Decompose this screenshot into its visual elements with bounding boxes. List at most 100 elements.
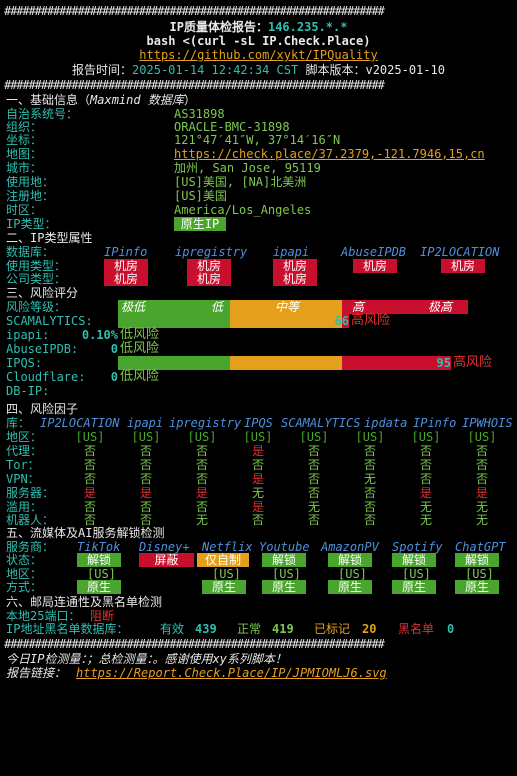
factor-value: 否 — [475, 444, 488, 458]
method-badge: 原生 — [455, 580, 499, 594]
normal-count: 419 — [272, 622, 294, 636]
usage-type-badge: 机房 — [353, 259, 397, 273]
region-value: [US] — [402, 567, 431, 581]
title-ip: 146.235.*.* — [267, 20, 348, 34]
factor-value: 否 — [251, 513, 264, 527]
factor-value: 否 — [307, 444, 320, 458]
factor-db-scamalytics: SCAMALYTICS — [281, 416, 361, 430]
factor-value: 无 — [251, 486, 264, 500]
service-netflix: Netflix — [202, 540, 253, 554]
status-badge: 解锁 — [392, 553, 436, 567]
factor-db-label: 库： — [6, 416, 31, 430]
factor-value: 否 — [83, 513, 96, 527]
command-text: bash <(curl -sL IP.Check.Place) — [146, 34, 371, 48]
service-spotify: Spotify — [392, 540, 443, 554]
report-time-label: 报告时间： — [72, 63, 133, 77]
org-value: ORACLE-BMC-31898 — [174, 120, 290, 134]
factor-value: [US] — [75, 430, 105, 444]
separator-line: ########################################… — [4, 78, 385, 92]
footer-summary: 今日IP检测量：；总检测量：。感谢使用xy系列脚本！ — [6, 652, 287, 666]
repo-link[interactable]: https://github.com/xykt/IPQuality — [139, 48, 378, 62]
factor-value: [US] — [131, 430, 161, 444]
factor-value: 否 — [363, 458, 376, 472]
factor-row: 机器人： 否 否 无 否 否 否 无 无 — [0, 513, 517, 527]
separator-line: ########################################… — [4, 4, 385, 18]
factor-value: 无 — [419, 513, 432, 527]
risk-score-value: 0 — [110, 342, 118, 356]
factor-row: 服务器： 是 是 是 无 否 否 是 是 — [0, 486, 517, 500]
streaming-region-row: 地区： [US] [US] [US] [US] [US] [US] — [0, 567, 517, 581]
org-label: 组织： — [6, 120, 43, 134]
factor-value: 是 — [83, 486, 96, 500]
factor-db-ip2location: IP2LOCATION — [40, 416, 120, 430]
factor-value: 否 — [195, 444, 208, 458]
db-ip2location: IP2LOCATION — [420, 245, 500, 259]
map-label: 地图： — [6, 147, 43, 161]
factor-value: 是 — [251, 472, 264, 486]
factor-value: [US] — [187, 430, 217, 444]
marked-label: 已标记 — [314, 622, 351, 636]
db-ipregistry: ipregistry — [175, 245, 248, 259]
section-factors-heading: 四、风险因子 — [6, 402, 79, 416]
report-link[interactable]: https://Report.Check.Place/IP/JPMIOMLJ6.… — [76, 666, 387, 680]
factor-label: 地区： — [6, 430, 43, 444]
factor-value: 否 — [307, 513, 320, 527]
scale-medium: 中等 — [275, 300, 300, 314]
title-prefix: IP质量体检报告： — [169, 20, 268, 34]
company-type-label: 公司类型： — [6, 272, 67, 286]
usage-type-label: 使用类型： — [6, 259, 67, 273]
region-value: [US] — [212, 567, 241, 581]
coords-label: 坐标： — [6, 133, 43, 147]
ip-type-label: IP类型： — [6, 217, 57, 231]
script-version: v2025-01-10 — [365, 63, 445, 77]
factor-value: 否 — [139, 444, 152, 458]
factor-value: 否 — [363, 513, 376, 527]
scale-high: 高 — [352, 300, 365, 314]
report-time: 2025-01-14 12:42:34 CST — [132, 63, 299, 77]
ip-type-badge: 原生IP — [174, 217, 226, 231]
factor-value: 否 — [139, 472, 152, 486]
port25-value: 阻断 — [90, 609, 115, 623]
separator-line: ########################################… — [4, 637, 385, 651]
status-badge: 仅自制 — [197, 553, 249, 567]
factor-db-ipinfo: IPinfo — [413, 416, 457, 430]
terminal-window: ########################################… — [0, 4, 517, 680]
factor-db-ipregistry: ipregistry — [169, 416, 242, 430]
status-badge: 解锁 — [328, 553, 372, 567]
factor-value: 无 — [475, 513, 488, 527]
map-link[interactable]: https://check.place/37.2379,-121.7946,15… — [174, 147, 485, 161]
risk-score-row: ipapi: 0.10% 低风险 — [0, 328, 517, 343]
risk-score-row: Cloudflare: 0 低风险 — [0, 370, 517, 385]
blacklisted-count: 0 — [447, 622, 455, 636]
scale-very-low: 极低 — [121, 300, 146, 314]
factor-row: 代理： 否 否 否 是 否 否 否 否 — [0, 444, 517, 458]
company-type-badge: 机房 — [273, 272, 317, 286]
factor-value: 无 — [475, 500, 488, 514]
factor-value: 否 — [139, 513, 152, 527]
risk-score-bar — [118, 356, 451, 370]
timezone-value: America/Los_Angeles — [174, 203, 312, 217]
method-badge: 原生 — [262, 580, 306, 594]
risk-source-label: IPQS: — [6, 356, 43, 370]
factor-row: 滥用： 否 否 否 是 无 否 无 无 — [0, 500, 517, 514]
install-command: bash <(curl -sL IP.Check.Place) — [0, 34, 517, 48]
factor-value: 否 — [195, 500, 208, 514]
status-badge: 解锁 — [455, 553, 499, 567]
city-label: 城市： — [6, 161, 43, 175]
streaming-method-row: 方式： 原生 原生 原生 原生 原生 原生 — [0, 580, 517, 594]
footer-report-link-row: 报告链接： https://Report.Check.Place/IP/JPMI… — [0, 666, 517, 680]
factor-value: 否 — [307, 472, 320, 486]
risk-score-row: AbuseIPDB: 0 低风险 — [0, 342, 517, 357]
factor-value: 否 — [307, 458, 320, 472]
factor-value: 是 — [195, 486, 208, 500]
factor-value: 否 — [307, 486, 320, 500]
heading-source: Maxmind 数据库 — [90, 93, 184, 107]
factor-label: 滥用： — [6, 500, 43, 514]
iptype-db-row: 数据库： IPinfo ipregistry ipapi AbuseIPDB I… — [0, 245, 517, 259]
factor-value: [US] — [467, 430, 497, 444]
region-value: [US] — [338, 567, 367, 581]
factor-row: Tor： 否 否 否 否 否 否 否 否 — [0, 458, 517, 472]
risk-score-value: 0.10% — [81, 328, 118, 342]
risk-level-scale: 风险等级： 极低 低 中等 高 极高 — [0, 300, 517, 314]
factor-value: 否 — [139, 500, 152, 514]
